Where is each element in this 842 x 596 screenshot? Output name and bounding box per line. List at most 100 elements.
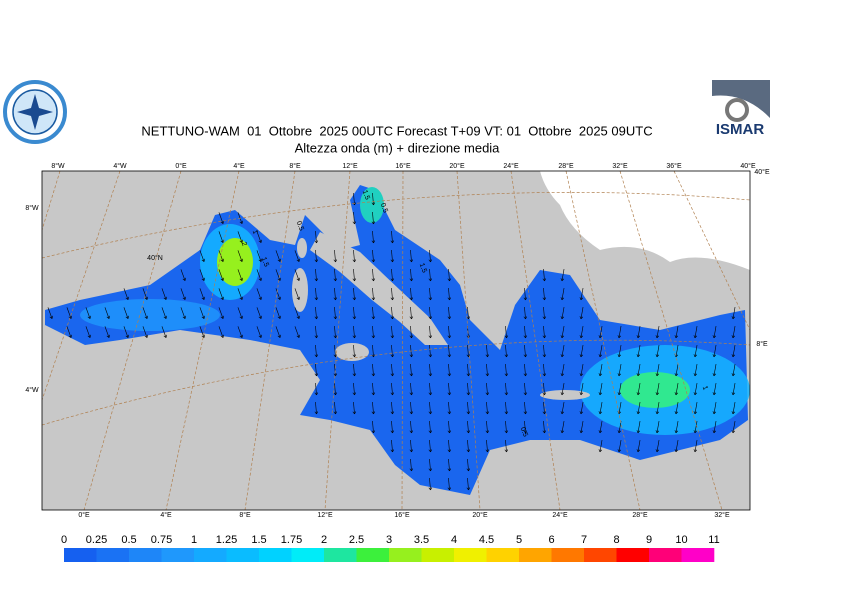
arrow-shaft: [637, 440, 641, 452]
arrow-head: [352, 411, 357, 415]
arrow-head: [239, 315, 243, 319]
meridian: [673, 171, 750, 331]
arrow-head: [239, 258, 243, 262]
arrow-shaft: [334, 306, 336, 320]
arrow-shaft: [467, 420, 469, 434]
arrow-head: [371, 411, 376, 415]
legend-tick-label: 4.5: [479, 534, 494, 546]
arrow-head: [579, 430, 584, 434]
arrow-shaft: [123, 307, 129, 319]
arrow-head: [87, 315, 91, 319]
arrow-shaft: [467, 306, 469, 320]
color-box: [486, 548, 520, 562]
arrow-head: [371, 354, 376, 358]
arrow-head: [314, 392, 319, 396]
arrow-shaft: [237, 288, 243, 300]
arrow-shaft: [524, 306, 526, 320]
bottom-lon-label: 4°E: [160, 511, 172, 519]
arrow-shaft: [561, 269, 565, 281]
arrow-head: [409, 373, 414, 377]
meridian: [510, 171, 561, 510]
arrow-head: [674, 373, 679, 377]
arrow-shaft: [543, 382, 545, 396]
arrow-head: [106, 315, 110, 319]
arrow-head: [617, 373, 622, 377]
italy: [310, 232, 448, 345]
color-box: [616, 548, 650, 562]
arrow-shaft: [410, 439, 412, 453]
arrow-head: [504, 411, 509, 415]
arrow-head: [125, 334, 129, 338]
color-box: [584, 548, 617, 562]
arrow-head: [636, 392, 641, 396]
top-lon-label: 20°E: [449, 162, 465, 170]
legend: 0 0.25 0.5 0.75 1 1.25 1.5 1.75 2 2.5 3 3.5 4 4.5 5 6 7 8…: [61, 534, 720, 562]
arrow-shaft: [543, 401, 545, 415]
legend-tick-label: 3.5: [414, 534, 429, 546]
arrow-shaft: [561, 364, 565, 376]
arrow-shaft: [372, 268, 374, 282]
arrow-head: [542, 392, 547, 396]
arrow-head: [409, 449, 414, 453]
arrow-head: [579, 335, 584, 339]
arrow-head: [314, 411, 319, 415]
arrow-head: [598, 354, 603, 358]
arrow-head: [712, 430, 717, 434]
arrow-shaft: [410, 363, 412, 377]
black-sea: [540, 171, 750, 270]
arrow-shaft: [599, 326, 603, 338]
arrow-head: [598, 449, 603, 453]
arrow-head: [504, 373, 509, 377]
arrow-shaft: [656, 364, 660, 376]
arrow-shaft: [372, 325, 374, 339]
arrow-shaft: [543, 268, 545, 282]
arrow-shaft: [429, 249, 431, 263]
arrow-shaft: [599, 402, 603, 414]
color-box: [649, 548, 682, 562]
arrow-head: [352, 392, 357, 396]
arrow-head: [731, 316, 736, 320]
bottom-lon-label: 16°E: [394, 511, 410, 519]
legend-tick-label: 9: [646, 534, 652, 546]
arrow-shaft: [104, 307, 110, 319]
arrow-shaft: [675, 326, 679, 338]
arrow-shaft: [429, 420, 431, 434]
arrow-head: [277, 315, 281, 319]
arrow-head: [163, 296, 167, 300]
left-logo: [3, 80, 67, 144]
arrow-head: [239, 220, 243, 224]
arrow-head: [428, 449, 433, 453]
meridian: [619, 171, 723, 510]
arrow-shaft: [656, 345, 660, 357]
arrow-head: [731, 335, 736, 339]
arrow-head: [542, 278, 547, 282]
arrow-head: [504, 449, 509, 453]
arrow-shaft: [713, 326, 717, 338]
arrow-head: [87, 334, 91, 338]
top-lon-label: 16°E: [395, 162, 411, 170]
arrow-shaft: [486, 439, 488, 453]
arrow-shaft: [410, 401, 412, 415]
color-box: [681, 548, 715, 562]
arrow-shaft: [237, 307, 243, 319]
arrow-head: [560, 392, 565, 396]
arrow-head: [390, 316, 395, 320]
arrow-head: [409, 335, 414, 339]
arrow-shaft: [391, 268, 393, 282]
top-lon-label: 40°E: [740, 162, 756, 170]
arrow-shaft: [694, 383, 698, 395]
arrow-shaft: [505, 344, 507, 358]
arrow-head: [125, 296, 129, 300]
arrow-shaft: [467, 401, 469, 415]
legend-tick-label: 7: [581, 534, 587, 546]
arrow-shaft: [256, 307, 262, 319]
arrow-shaft: [429, 363, 431, 377]
arrow-head: [523, 392, 528, 396]
arrow-head: [542, 354, 547, 358]
arrow-shaft: [391, 306, 393, 320]
arrow-shaft: [618, 326, 622, 338]
arrow-head: [163, 315, 167, 319]
arrow-shaft: [372, 344, 374, 358]
arrow-head: [201, 334, 205, 338]
arrow-shaft: [66, 307, 72, 319]
